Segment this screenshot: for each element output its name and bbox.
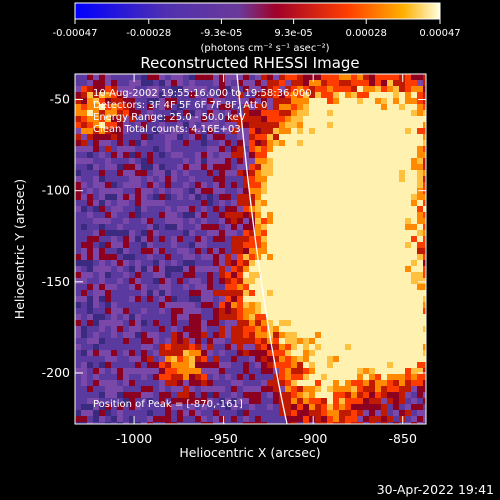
y-tick-label: -200: [42, 365, 70, 380]
colorbar-tick-label: -0.00047: [53, 28, 98, 39]
colorbar-tick-label: 9.3e-05: [274, 28, 312, 39]
colorbar-tick-label: -9.3e-05: [200, 28, 242, 39]
x-tick-label: -900: [299, 431, 327, 446]
heatmap-image: [75, 74, 426, 424]
chart-title: Reconstructed RHESSI Image: [140, 54, 359, 72]
y-tick-label: -150: [42, 274, 70, 289]
x-axis-ticks: -1000 -950 -900 -850: [116, 74, 417, 446]
y-tick-label: -100: [42, 183, 70, 198]
colorbar-ticks: -0.00047 -0.00028 -9.3e-05 9.3e-05 0.00028 0.…: [53, 19, 461, 39]
x-axis-label: Heliocentric X (arcsec): [179, 445, 320, 460]
x-tick-label: -1000: [116, 431, 152, 446]
solar-limb-line: [236, 74, 288, 424]
y-axis-label: Heliocentric Y (arcsec): [12, 179, 27, 319]
annotation-counts: Clean Total counts: 4.16E+03: [93, 124, 241, 135]
annotation-time: 10-Aug-2002 19:55:16.000 to 19:58:36.000: [93, 88, 312, 99]
y-tick-label: -50: [50, 92, 70, 107]
footer-timestamp: 30-Apr-2022 19:41: [377, 482, 494, 497]
plot-frame: [74, 73, 427, 425]
colorbar-tick-label: 0.00028: [346, 28, 387, 39]
annotation-detectors: Detectors: 3F 4F 5F 6F 7F 8F, Att 0: [93, 100, 267, 111]
x-tick-label: -850: [389, 431, 417, 446]
y-axis-ticks: -50 -100 -150 -200: [42, 92, 426, 380]
annotation-peak: Position of Peak = [-870,-161]: [93, 399, 243, 410]
annotation-energy: Energy Range: 25.0 - 50.0 keV: [93, 112, 246, 123]
colorbar-tick-label: 0.00047: [419, 28, 460, 39]
colorbar-tick-label: -0.00028: [126, 28, 171, 39]
colorbar-units: (photons cm⁻² s⁻¹ asec⁻²): [200, 43, 329, 54]
x-tick-label: -950: [209, 431, 237, 446]
colorbar: [74, 2, 441, 20]
